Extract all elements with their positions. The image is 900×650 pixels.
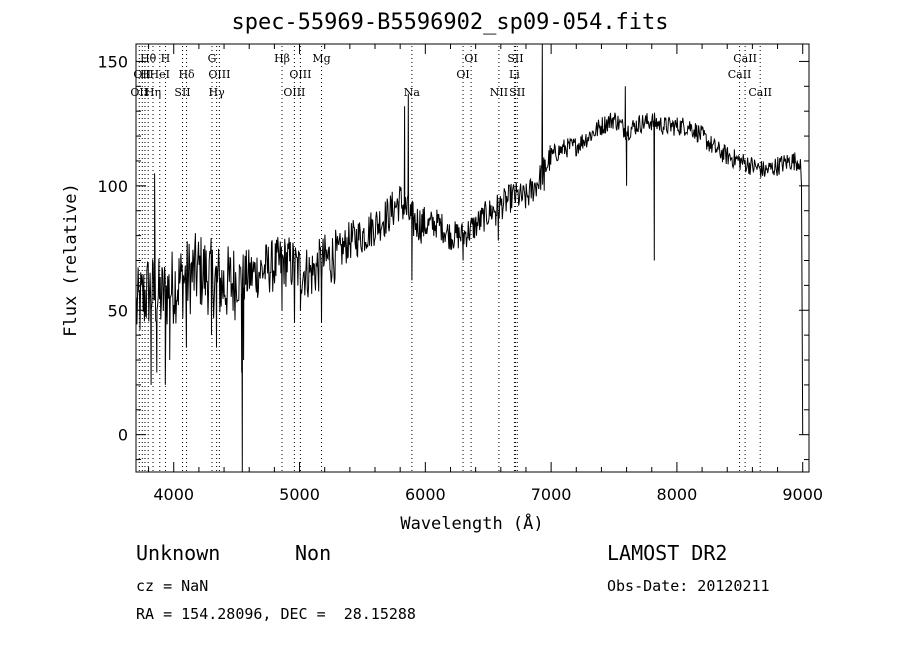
line-marker-label: CaII xyxy=(748,86,772,99)
line-marker-label: Hβ xyxy=(274,52,290,65)
observation-date: Obs-Date: 20120211 xyxy=(607,577,770,595)
x-tick-label: 6000 xyxy=(405,485,446,504)
object-class: Unknown xyxy=(136,541,221,565)
line-marker-label: HeI xyxy=(150,68,170,81)
plot-layer: OIIOIIHHθHηHeIHSIIHδGHγOIIIHβOIIIOIIIMgN… xyxy=(97,43,823,504)
x-tick-label: 8000 xyxy=(657,485,698,504)
line-marker-label: G xyxy=(208,52,217,65)
line-marker-label: NII xyxy=(490,86,508,99)
line-marker-label: Hθ xyxy=(140,52,157,65)
line-marker-label: Li xyxy=(509,68,520,81)
line-marker-label: SII xyxy=(507,52,523,65)
line-marker-label: Hγ xyxy=(209,86,226,99)
sky-position: RA = 154.28096, DEC = 28.15288 xyxy=(136,605,416,623)
line-marker-label: Mg xyxy=(312,52,330,65)
x-axis-label: Wavelength (Å) xyxy=(400,512,543,534)
spectrum-line xyxy=(135,43,804,473)
line-marker-label: Na xyxy=(404,86,421,99)
x-tick-label: 4000 xyxy=(153,485,194,504)
line-marker-label: OI xyxy=(464,52,477,65)
line-marker-label: OI xyxy=(456,68,469,81)
line-marker-label: OII xyxy=(133,68,151,81)
line-marker-label: OII xyxy=(130,86,148,99)
line-marker-label: OIII xyxy=(208,68,230,81)
y-tick-label: 50 xyxy=(108,301,128,320)
y-tick-label: 100 xyxy=(97,177,128,196)
line-marker-label: Hδ xyxy=(178,68,195,81)
line-marker-label: OIII xyxy=(289,68,311,81)
plot-frame xyxy=(135,43,810,473)
line-marker-label: OIII xyxy=(283,86,305,99)
y-tick-label: 150 xyxy=(97,52,128,71)
line-marker-label: H xyxy=(140,68,150,81)
line-marker-label: SII xyxy=(174,86,190,99)
y-axis-label: Flux (relative) xyxy=(61,183,81,337)
line-marker-label: CaII xyxy=(728,68,752,81)
x-tick-label: 9000 xyxy=(782,485,823,504)
x-tick-label: 5000 xyxy=(279,485,320,504)
line-marker-label: H xyxy=(161,52,171,65)
redshift-readout: cz = NaN xyxy=(136,577,209,595)
y-tick-label: 0 xyxy=(118,426,128,445)
data-release: LAMOST DR2 xyxy=(607,541,728,565)
line-marker-label: SII xyxy=(509,86,525,99)
line-marker-label: Hη xyxy=(145,86,161,99)
x-tick-label: 7000 xyxy=(531,485,572,504)
object-subclass: Non xyxy=(295,541,332,565)
line-marker-label: CaII xyxy=(733,52,757,65)
chart-title: spec-55969-B5596902_sp09-054.fits xyxy=(231,10,669,35)
